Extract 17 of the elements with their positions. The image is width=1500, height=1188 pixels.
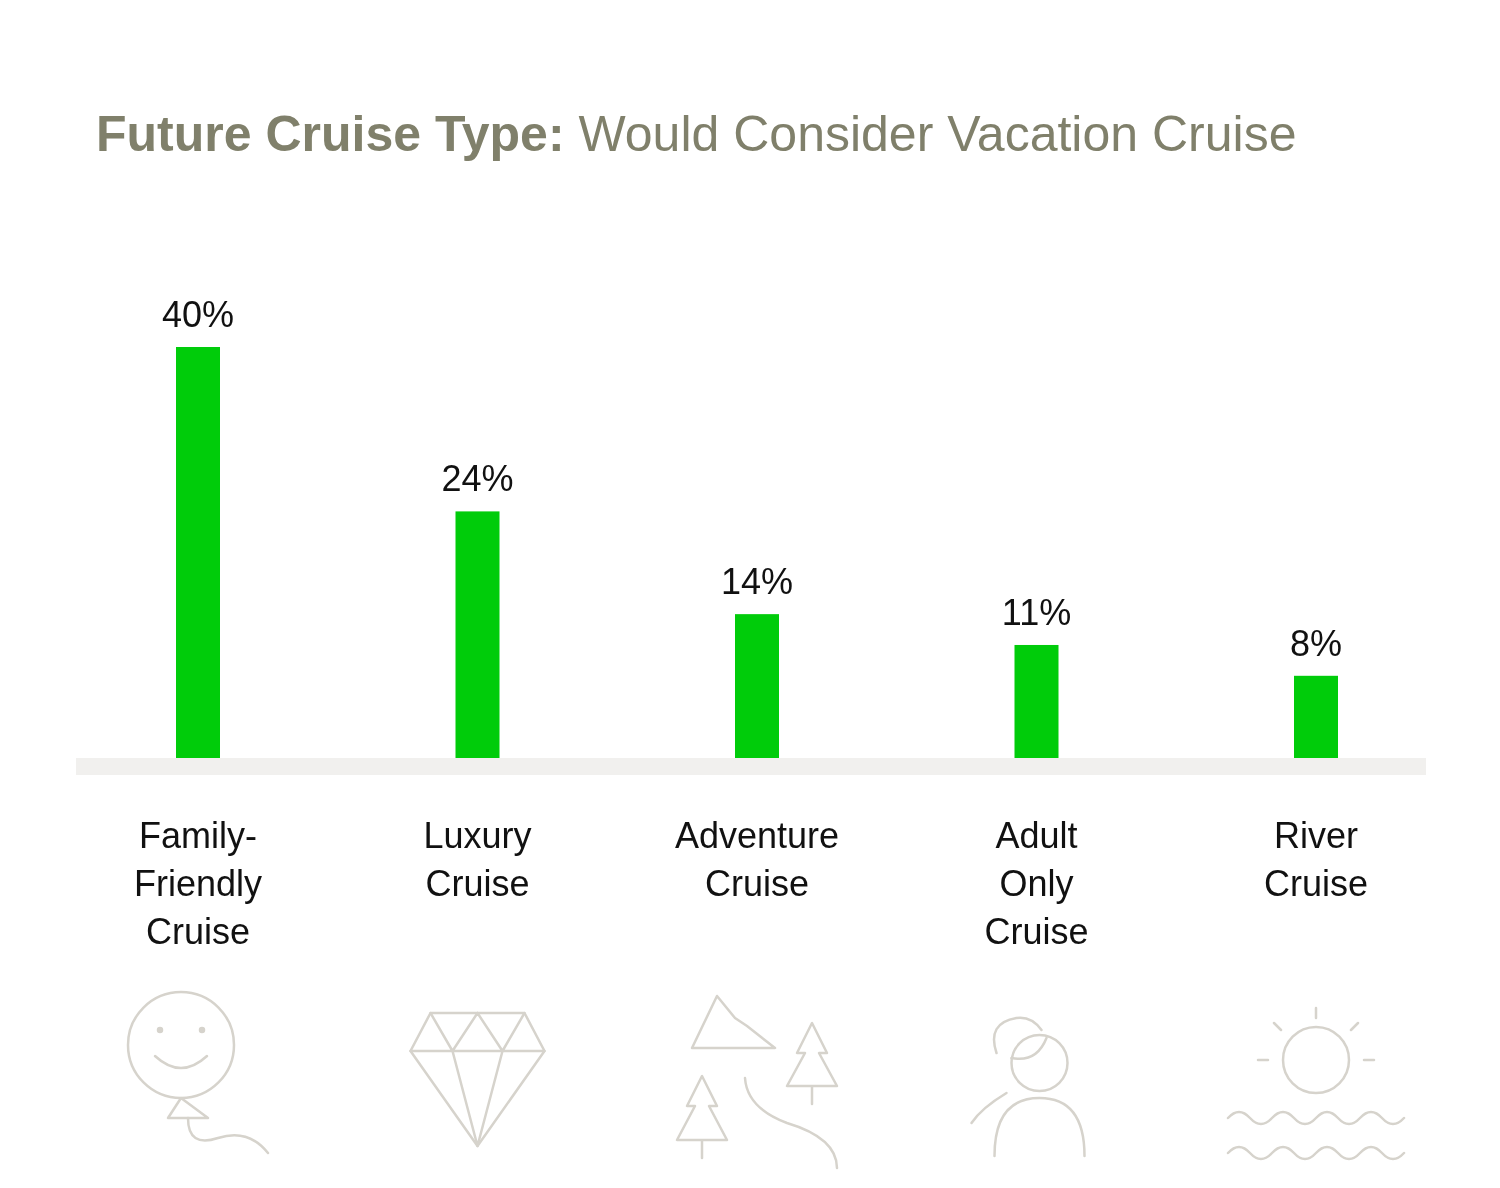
chart-title: Future Cruise Type: <box>96 106 565 162</box>
bar <box>176 347 220 758</box>
chart-subtitle: Would Consider Vacation Cruise <box>564 106 1297 162</box>
x-tick-label: River Cruise <box>1263 815 1369 904</box>
bar <box>1014 644 1059 758</box>
data-label: 8% <box>1289 622 1343 664</box>
data-label: 11% <box>1001 591 1072 633</box>
x-tick-label: Family-Friendly Cruise <box>133 815 263 952</box>
data-label: 14% <box>720 561 794 603</box>
bar <box>735 614 779 758</box>
x-tick-label: Adult Only Cruise <box>984 815 1089 952</box>
x-tick-label: Luxury Cruise <box>423 815 532 904</box>
x-tick-label: Adventure Cruise <box>674 815 840 904</box>
bar <box>455 511 500 758</box>
data-label: 24% <box>441 458 514 500</box>
data-label: 40% <box>161 294 235 335</box>
bar <box>1294 675 1338 758</box>
